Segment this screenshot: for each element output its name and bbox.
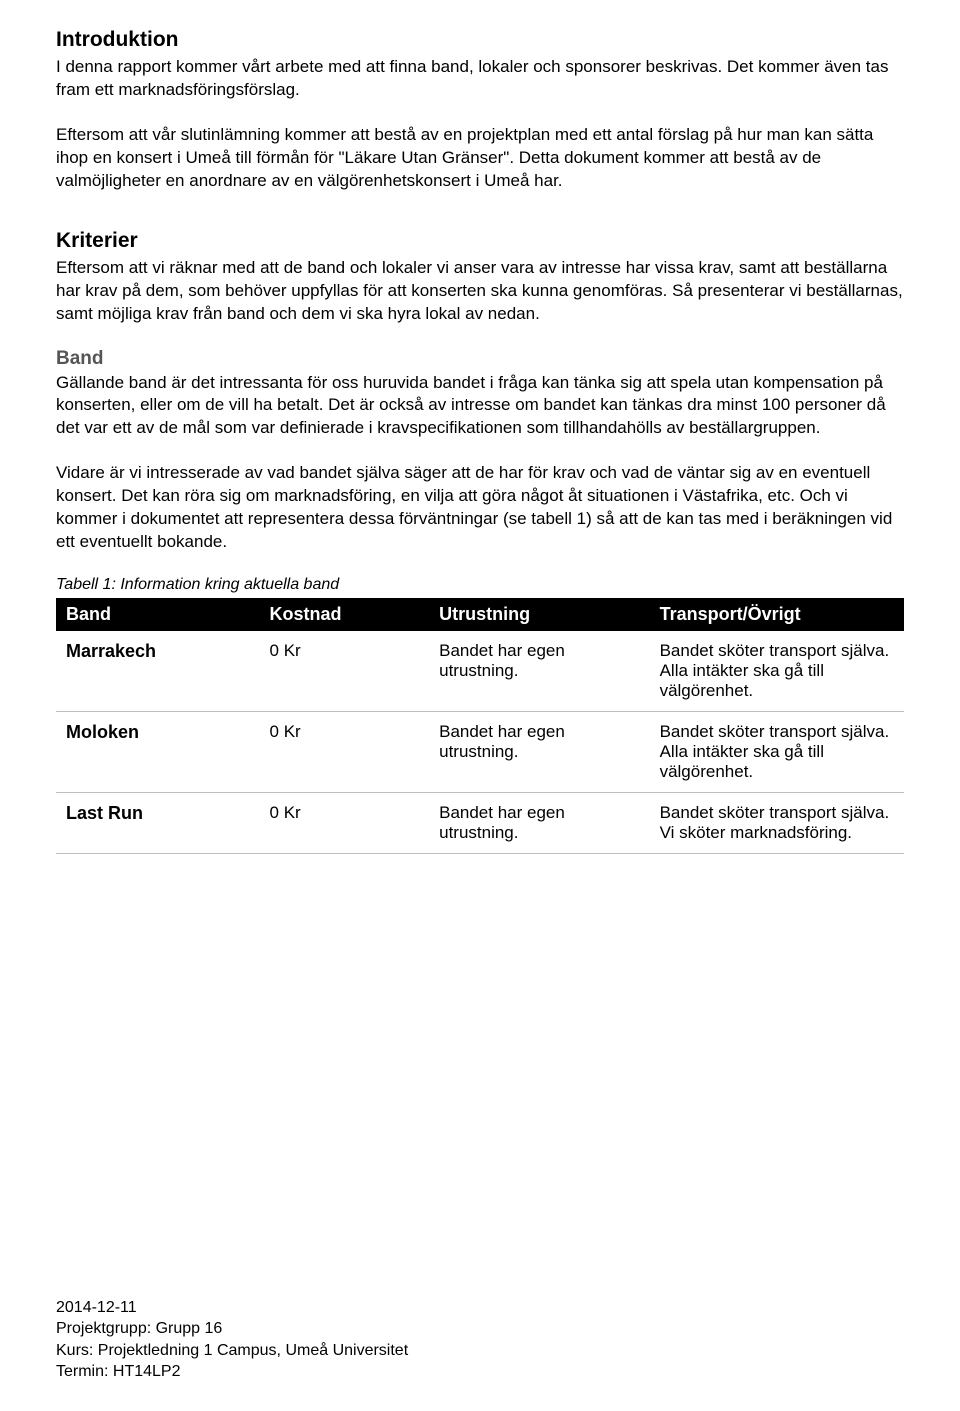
intro-paragraph-1: I denna rapport kommer vårt arbete med a…	[56, 56, 904, 102]
cell-cost: 0 Kr	[260, 712, 430, 793]
cell-transport: Bandet sköter transport själva. Alla int…	[650, 712, 904, 793]
cell-band: Marrakech	[56, 631, 260, 712]
table-row: Last Run 0 Kr Bandet har egen utrustning…	[56, 793, 904, 854]
cell-equipment: Bandet har egen utrustning.	[429, 631, 649, 712]
intro-paragraph-2: Eftersom att vår slutinlämning kommer at…	[56, 124, 904, 193]
footer-group: Projektgrupp: Grupp 16	[56, 1318, 408, 1340]
table-caption: Tabell 1: Information kring aktuella ban…	[56, 576, 904, 594]
page-footer: 2014-12-11 Projektgrupp: Grupp 16 Kurs: …	[56, 1297, 408, 1383]
col-header-equipment: Utrustning	[429, 598, 649, 631]
cell-transport: Bandet sköter transport själva. Vi sköte…	[650, 793, 904, 854]
document-page: Introduktion I denna rapport kommer vårt…	[0, 0, 960, 1411]
criteria-title: Kriterier	[56, 229, 904, 253]
intro-title: Introduktion	[56, 28, 904, 52]
band-subtitle: Band	[56, 348, 904, 370]
cell-equipment: Bandet har egen utrustning.	[429, 793, 649, 854]
band-paragraph-2: Vidare är vi intresserade av vad bandet …	[56, 462, 904, 554]
table-header-row: Band Kostnad Utrustning Transport/Övrigt	[56, 598, 904, 631]
col-header-cost: Kostnad	[260, 598, 430, 631]
cell-transport: Bandet sköter transport själva. Alla int…	[650, 631, 904, 712]
footer-term: Termin: HT14LP2	[56, 1361, 408, 1383]
cell-band: Last Run	[56, 793, 260, 854]
footer-date: 2014-12-11	[56, 1297, 408, 1319]
table-row: Moloken 0 Kr Bandet har egen utrustning.…	[56, 712, 904, 793]
table-row: Marrakech 0 Kr Bandet har egen utrustnin…	[56, 631, 904, 712]
cell-cost: 0 Kr	[260, 793, 430, 854]
footer-course: Kurs: Projektledning 1 Campus, Umeå Univ…	[56, 1340, 408, 1362]
col-header-transport: Transport/Övrigt	[650, 598, 904, 631]
cell-equipment: Bandet har egen utrustning.	[429, 712, 649, 793]
band-paragraph-1: Gällande band är det intressanta för oss…	[56, 372, 904, 441]
cell-cost: 0 Kr	[260, 631, 430, 712]
cell-band: Moloken	[56, 712, 260, 793]
col-header-band: Band	[56, 598, 260, 631]
criteria-paragraph: Eftersom att vi räknar med att de band o…	[56, 257, 904, 326]
bands-table: Band Kostnad Utrustning Transport/Övrigt…	[56, 598, 904, 854]
